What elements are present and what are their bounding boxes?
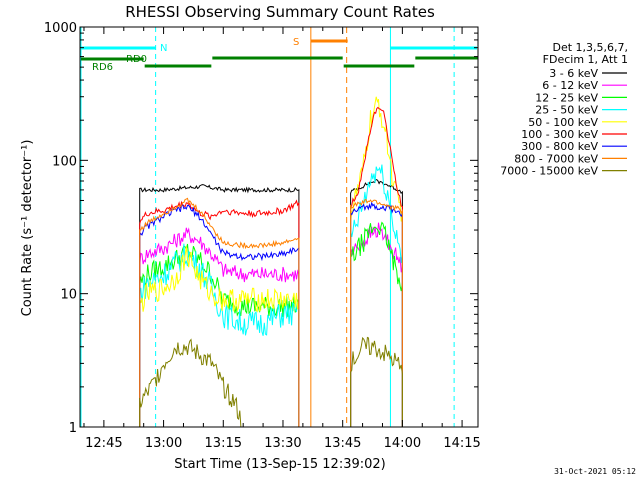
series-line-3-6-kev-segment-2 — [350, 179, 403, 427]
series-line-25-50-kev-segment-2 — [350, 164, 403, 427]
series-line-6-12-kev — [139, 227, 300, 427]
y-axis-label: Count Rate (s⁻¹ detector⁻¹) — [20, 140, 35, 317]
legend-header-line1: Det 1,3,5,6,7, — [552, 41, 628, 54]
legend-label-25-50-kev: 25 - 50 keV — [535, 104, 598, 117]
marker-label-s: S — [293, 37, 299, 48]
x-tick-label: 13:00 — [145, 436, 182, 451]
y-tick-label: 1 — [69, 421, 77, 436]
legend-label-300-800-kev: 300 - 800 keV — [521, 140, 598, 153]
generated-timestamp: 31-Oct-2021 05:12 — [554, 467, 636, 476]
x-tick-label: 13:15 — [205, 436, 242, 451]
chart-title: RHESSI Observing Summary Count Rates — [125, 3, 435, 21]
series-line-100-300-kev — [139, 199, 300, 427]
flag-label-rd0: RD0 — [126, 54, 147, 65]
legend-label-12-25-kev: 12 - 25 keV — [535, 91, 598, 104]
series-line-12-25-kev-segment-2 — [350, 221, 403, 427]
legend-label-800-7000-kev: 800 - 7000 keV — [514, 152, 598, 165]
flag-label-rd6: RD6 — [92, 62, 113, 73]
y-tick-label: 10 — [60, 288, 77, 303]
series-line-3-6-kev — [139, 184, 300, 427]
plot-frame — [79, 26, 479, 428]
marker-label-n: N — [160, 43, 167, 54]
series-line-100-300-kev-segment-2 — [350, 106, 403, 427]
x-tick-label: 14:00 — [384, 436, 421, 451]
series-line-6-12-kev-segment-2 — [350, 222, 403, 427]
x-tick-label: 13:45 — [324, 436, 361, 451]
series-line-800-7000-kev-segment-2 — [350, 198, 403, 427]
series-line-12-25-kev — [139, 243, 300, 427]
series-line-25-50-kev — [139, 243, 300, 427]
series-line-7000-15000-kev — [139, 338, 244, 428]
legend-label-6-12-kev: 6 - 12 keV — [542, 79, 598, 92]
legend-label-50-100-kev: 50 - 100 keV — [528, 116, 598, 129]
legend-label-7000-15000-kev: 7000 - 15000 keV — [500, 165, 598, 178]
x-tick-label: 14:15 — [443, 436, 480, 451]
legend-label-100-300-kev: 100 - 300 keV — [521, 128, 598, 141]
series-line-7000-15000-kev-segment-2 — [350, 336, 403, 427]
legend-header-line2: FDecim 1, Att 1 — [543, 53, 628, 66]
y-tick-label: 1000 — [44, 21, 77, 36]
series-line-50-100-kev — [139, 246, 300, 427]
legend-label-3-6-kev: 3 - 6 keV — [549, 67, 598, 80]
series-line-800-7000-kev — [139, 197, 300, 427]
y-tick-label: 100 — [52, 154, 77, 169]
x-axis-label: Start Time (13-Sep-15 12:39:02) — [174, 457, 385, 472]
x-tick-label: 13:30 — [264, 436, 301, 451]
x-tick-label: 12:45 — [85, 436, 122, 451]
